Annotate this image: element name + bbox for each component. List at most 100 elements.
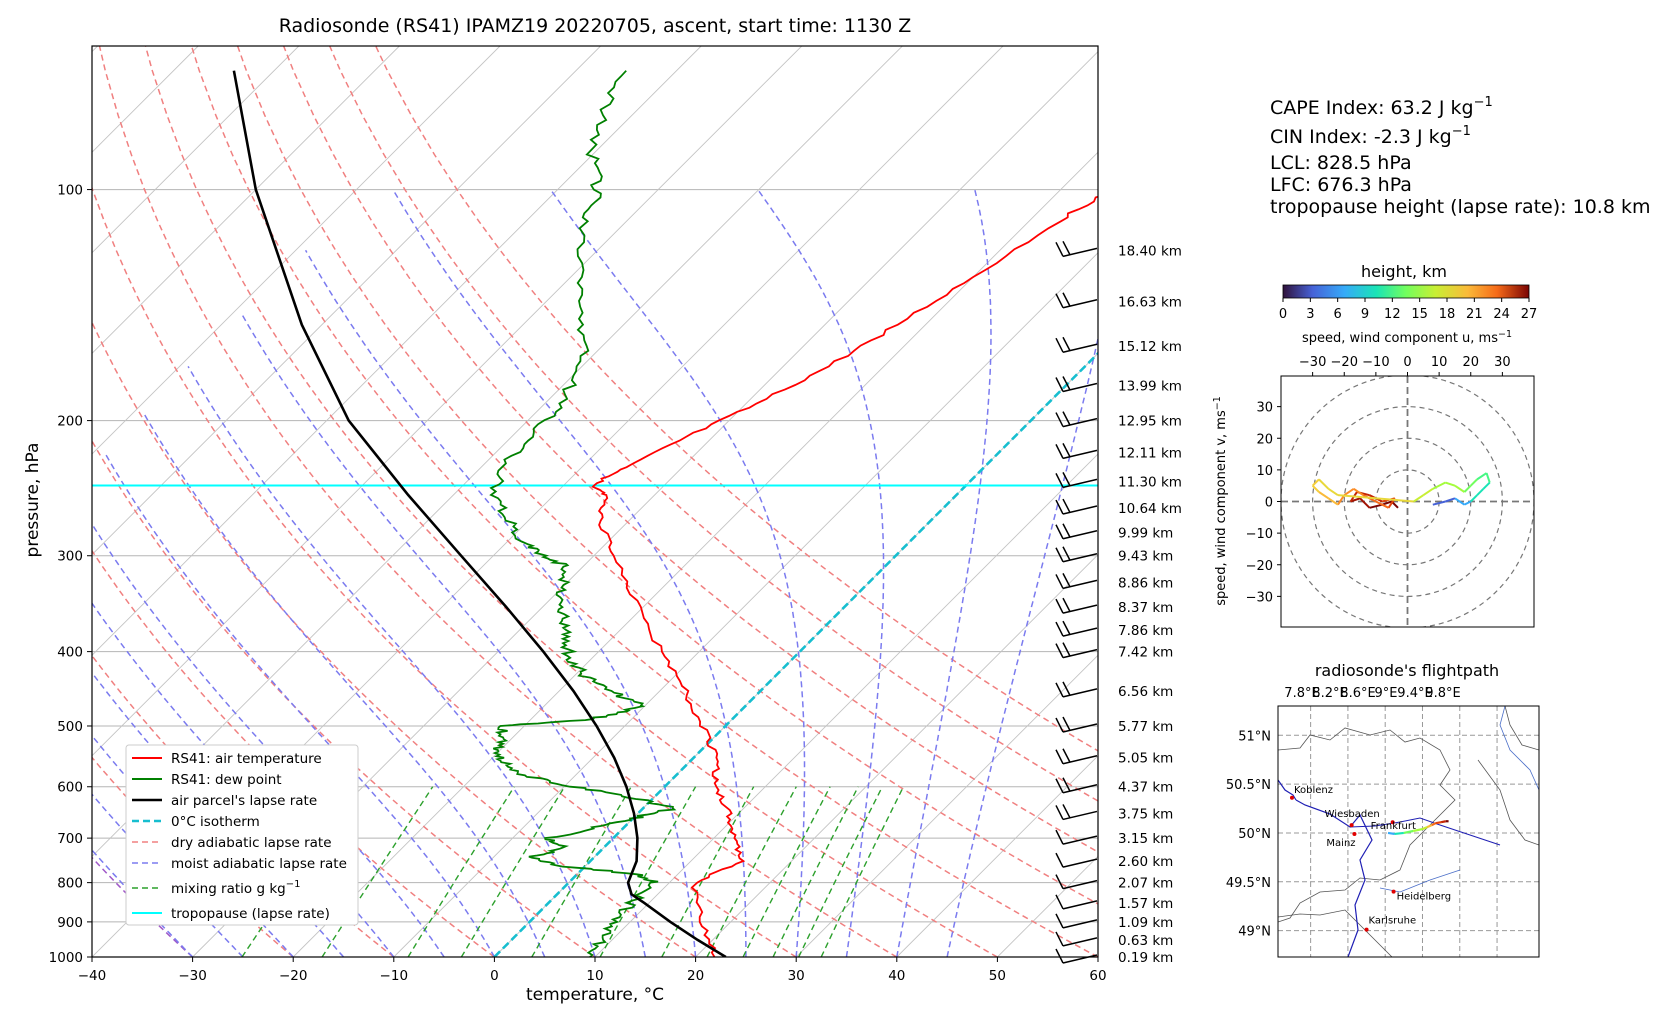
city-marker (1391, 889, 1396, 894)
x-tick-label: −10 (380, 968, 409, 984)
barb-flag (1055, 778, 1064, 794)
barb-staff (1062, 879, 1098, 890)
barb-flag (1062, 443, 1071, 458)
cape-index: CAPE Index: 63.2 J kg−1 (1270, 95, 1493, 119)
y-tick-label: 700 (57, 831, 83, 847)
wind-barb (1055, 894, 1098, 910)
height-label: 2.60 km (1118, 854, 1173, 870)
height-label: 7.86 km (1118, 623, 1173, 639)
moist-adiabat (392, 189, 747, 957)
legend-mixing: mixing ratio g kg−1 (171, 879, 300, 897)
height-label: 0.63 km (1118, 933, 1173, 949)
barb-staff (1062, 382, 1098, 393)
x-tick-label: 60 (1089, 968, 1106, 984)
dry-adiabat (144, 46, 998, 957)
hodograph-ylabel: speed, wind component v, ms−1 (1212, 396, 1229, 606)
wind-barb (1055, 913, 1098, 929)
y-tick-label: 200 (57, 414, 83, 430)
wind-barb (1055, 777, 1098, 794)
map-title: radiosonde's flightpath (1315, 661, 1499, 680)
skewt-plot: −40 −30 −20 −10 0 10 20 30 40 50 60 100 200 300 400 50… (23, 45, 1182, 1005)
moist-adiabat (103, 452, 496, 957)
barb-staff (1062, 505, 1098, 515)
moist-adiabat (757, 189, 885, 957)
map-lon-label: 8.2°E (1312, 686, 1347, 701)
map-lat-label: 51°N (1238, 729, 1271, 744)
isotherm-grid (92, 46, 400, 355)
wind-barb (1055, 931, 1098, 947)
barb-flag (1055, 852, 1064, 868)
barb-flag (1062, 523, 1071, 538)
y-tick-label: 400 (57, 645, 83, 661)
parcel-profile (232, 70, 727, 957)
hodo-x-tick-label: −30 (1299, 355, 1326, 370)
wind-barb (1055, 498, 1098, 515)
flight-track-segment (1435, 821, 1442, 825)
barb-staff (1062, 579, 1098, 590)
barb-staff (1062, 627, 1098, 637)
hodograph-segment (1454, 484, 1465, 493)
barb-staff (1062, 648, 1098, 659)
hodograph-segment (1445, 481, 1456, 487)
mixing-ratio-line (742, 786, 831, 957)
barb-staff (1062, 723, 1098, 733)
barb-staff (1062, 900, 1098, 910)
height-label: 11.30 km (1118, 474, 1182, 490)
colorbar-tick-label: 24 (1493, 307, 1510, 322)
wind-barb (1055, 748, 1098, 765)
wind-barb (1055, 523, 1098, 540)
map-lon-label: 7.8°E (1284, 686, 1319, 701)
hodograph-segment (1432, 500, 1446, 506)
lcl-value: LCL: 828.5 hPa (1270, 152, 1412, 174)
barb-staff (1062, 298, 1098, 309)
x-tick-label: 20 (687, 968, 704, 984)
hodograph-segment (1463, 500, 1472, 506)
hodograph-segment (1327, 488, 1339, 497)
colorbar-tick-label: 3 (1306, 307, 1314, 322)
height-label: 8.86 km (1118, 575, 1173, 591)
wind-barb (1055, 336, 1098, 353)
isotherm-grid (92, 46, 501, 455)
isotherm-grid (92, 46, 702, 656)
height-label: 3.75 km (1118, 806, 1173, 822)
hodograph: speed, wind component u, ms−1 speed, win… (1212, 329, 1535, 628)
hodograph-segment (1422, 488, 1434, 497)
colorbar-tick-label: 0 (1279, 307, 1287, 322)
x-tick-label: 10 (586, 968, 603, 984)
isotherm-grid (92, 46, 601, 556)
y-tick-label: 500 (57, 719, 83, 735)
barb-flag (1055, 574, 1064, 589)
flight-track-segment (1431, 822, 1437, 827)
barb-staff (1062, 478, 1098, 489)
city-marker (1364, 927, 1369, 932)
wind-barb (1055, 546, 1098, 563)
barb-staff (1062, 247, 1098, 258)
barb-flag (1062, 336, 1071, 352)
isotherm-grid (393, 252, 1098, 957)
height-label: 18.40 km (1118, 243, 1182, 259)
barb-flag (1062, 620, 1071, 635)
x-tick-label: 30 (788, 968, 805, 984)
colorbar-gradient (1282, 284, 1530, 299)
x-tick-label: 50 (989, 968, 1006, 984)
moist-adiabat (896, 189, 992, 957)
wind-barb (1055, 443, 1098, 460)
barb-staff (1062, 688, 1098, 698)
hodograph-segment (1454, 497, 1465, 506)
dry-adiabat (374, 46, 1098, 752)
skewt-x-ticks: −40 −30 −20 −10 0 10 20 30 40 50 60 (78, 957, 1107, 984)
map-border (1278, 727, 1456, 923)
dry-adiabat (236, 46, 1098, 905)
skewt-profiles (92, 70, 1098, 957)
hodograph-segment (1476, 472, 1488, 481)
hodograph-segment (1369, 503, 1383, 509)
wind-barb (1055, 472, 1098, 489)
colorbar-tick-label: 12 (1384, 307, 1401, 322)
hodo-y-tick-label: −30 (1246, 590, 1273, 605)
hodograph-xlabel: speed, wind component u, ms−1 (1302, 329, 1512, 346)
wind-barb (1055, 292, 1098, 309)
wind-barb (1055, 829, 1098, 845)
isotherm-grid (695, 553, 1098, 957)
city-label: Heidelberg (1397, 892, 1452, 903)
